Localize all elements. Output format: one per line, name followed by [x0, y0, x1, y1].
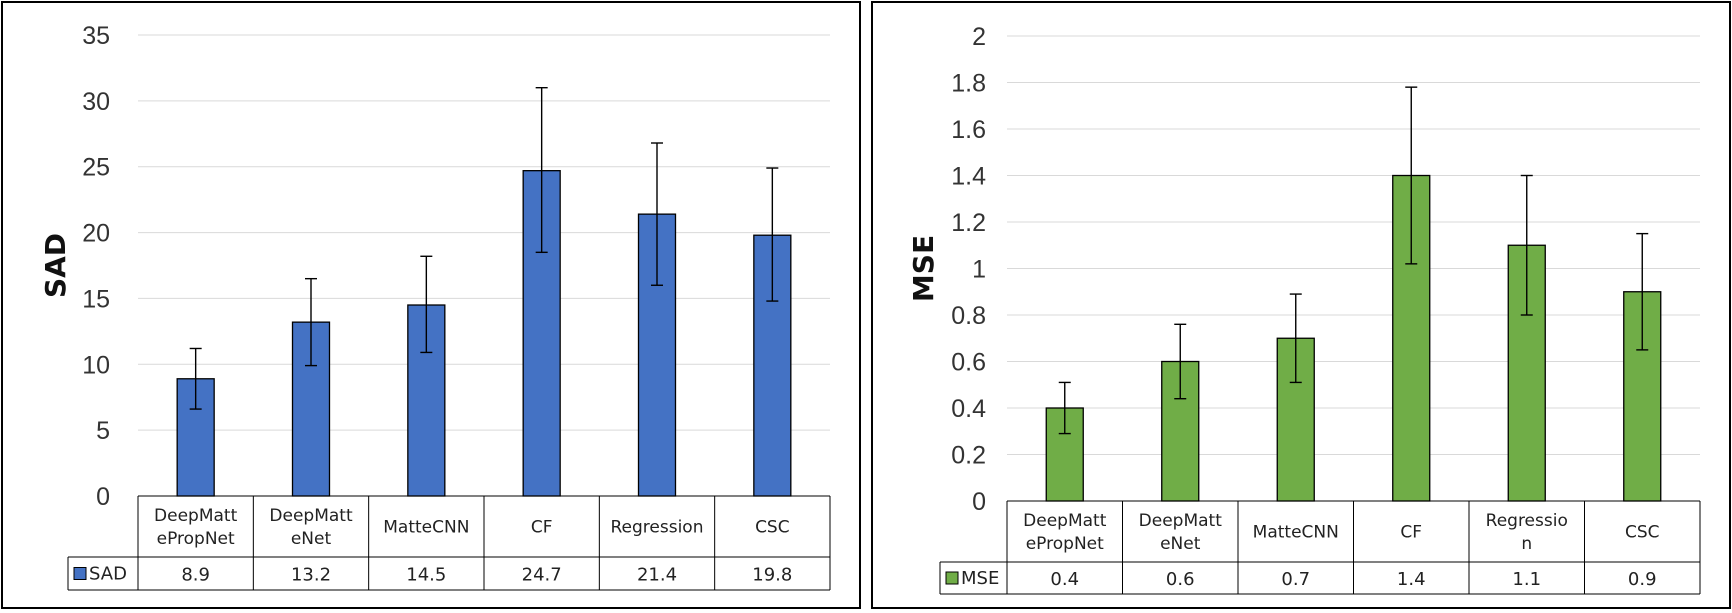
data-label: 24.7: [522, 565, 562, 586]
y-tick-label: 0.2: [951, 442, 986, 470]
category-label: MatteCNN: [1253, 523, 1339, 543]
y-tick-label: 0: [972, 488, 986, 516]
chart-frame: [871, 1, 1731, 609]
data-label: 0.4: [1050, 569, 1079, 590]
data-label: 13.2: [291, 565, 331, 586]
y-tick-label: 0.6: [951, 349, 986, 377]
legend-swatch: [945, 571, 959, 585]
y-tick-label: 1.8: [951, 70, 986, 98]
chart-mse: 0 0.2 0.4 0.6 0.8 1 1.2 1.4 1.6 1.8 2 MSE DeepMatt eP…: [871, 1, 1731, 609]
bar: [1623, 291, 1662, 502]
legend-swatch: [73, 567, 87, 580]
y-tick-label: 1: [972, 256, 986, 284]
data-label: 19.8: [752, 565, 792, 586]
y-tick-label: 5: [96, 417, 110, 445]
data-label: 0.9: [1628, 569, 1657, 590]
category-label: DeepMatt: [1023, 511, 1107, 531]
data-label: 1.4: [1397, 569, 1426, 590]
category-label: CF: [531, 518, 553, 538]
y-tick-label: 15: [82, 285, 110, 313]
category-label: eNet: [291, 529, 332, 549]
category-label: n: [1521, 534, 1532, 554]
y-tick-label: 0.8: [951, 302, 986, 330]
category-label: CF: [1400, 523, 1422, 543]
y-axis-label: SAD: [39, 233, 72, 298]
y-tick-label: 0: [96, 483, 110, 511]
y-tick-label: 20: [82, 220, 110, 248]
data-label: 21.4: [637, 565, 677, 586]
chart-frame: [1, 1, 861, 609]
category-label: MatteCNN: [383, 518, 469, 538]
category-label: Regressio: [1486, 511, 1568, 531]
category-label: Regression: [611, 518, 704, 538]
data-label: 0.7: [1281, 569, 1310, 590]
y-tick-label: 0.4: [951, 395, 986, 423]
y-tick-label: 1.2: [951, 209, 986, 237]
data-label: 8.9: [181, 565, 210, 586]
y-tick-label: 2: [972, 23, 986, 51]
legend-label: SAD: [89, 564, 127, 585]
y-tick-label: 35: [82, 22, 110, 50]
category-label: ePropNet: [157, 529, 235, 549]
category-label: CSC: [1625, 523, 1660, 543]
category-label: DeepMatt: [1139, 511, 1223, 531]
y-axis-label: MSE: [907, 235, 940, 302]
category-label: DeepMatt: [269, 506, 353, 526]
y-tick-label: 1.4: [951, 163, 986, 191]
data-label: 1.1: [1512, 569, 1541, 590]
data-label: 0.6: [1166, 569, 1195, 590]
legend-label: MSE: [961, 568, 999, 589]
category-label: CSC: [755, 518, 790, 538]
chart-sad: 0 5 10 15 20 25 30 35 SAD DeepMatt ePropNet DeepMat…: [1, 1, 861, 609]
category-label: DeepMatt: [154, 506, 238, 526]
category-label: eNet: [1160, 534, 1201, 554]
y-tick-label: 1.6: [951, 116, 986, 144]
data-label: 14.5: [406, 565, 446, 586]
category-label: ePropNet: [1026, 534, 1104, 554]
y-tick-label: 25: [82, 154, 110, 182]
y-tick-label: 10: [82, 351, 110, 379]
y-tick-label: 30: [82, 88, 110, 116]
